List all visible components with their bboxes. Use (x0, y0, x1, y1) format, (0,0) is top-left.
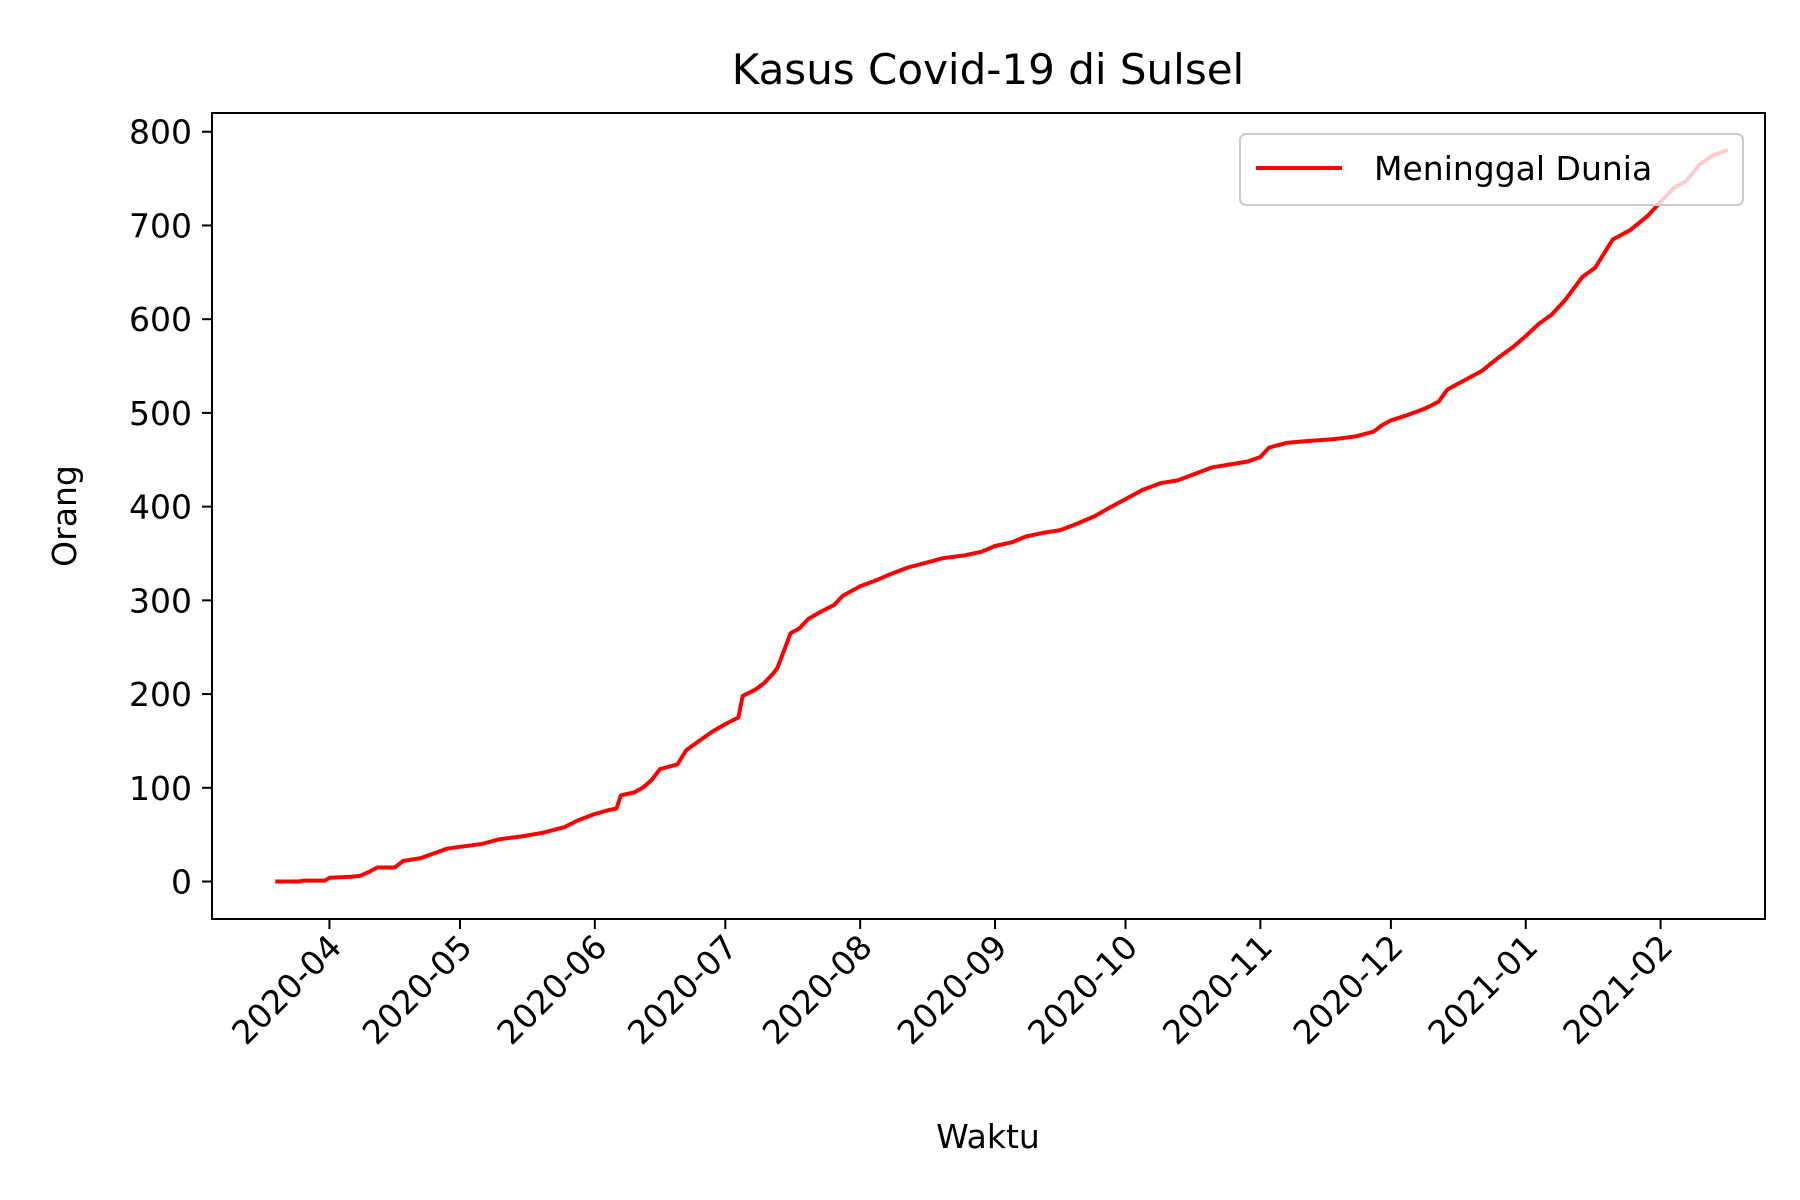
x-tick-label: 2020-09 (890, 927, 1015, 1052)
x-tick-label: 2020-06 (489, 927, 614, 1052)
legend-frame (1239, 133, 1744, 206)
series-line-meninggal-dunia (275, 147, 1729, 884)
x-tick-label: 2020-04 (224, 927, 349, 1052)
y-tick-label: 400 (129, 488, 192, 527)
x-axis: 2020-04 2020-05 2020-06 2020-07 2020-08 2020-… (224, 919, 1680, 1052)
y-tick-label: 300 (129, 581, 192, 620)
x-tick-label: 2020-08 (755, 927, 880, 1052)
y-tick-label: 700 (129, 206, 192, 245)
y-tick-label: 500 (129, 394, 192, 433)
series-layer (275, 147, 1729, 884)
x-tick-label: 2021-01 (1420, 927, 1545, 1052)
y-tick-label: 800 (129, 113, 192, 152)
x-tick-label: 2021-02 (1555, 927, 1680, 1052)
chart-title: Kasus Covid-19 di Sulsel (732, 45, 1244, 94)
x-tick-label: 2020-12 (1285, 927, 1410, 1052)
x-axis-label: Waktu (936, 1117, 1040, 1156)
y-axis-label: Orang (45, 465, 84, 567)
x-tick-label: 2020-05 (355, 927, 480, 1052)
x-tick-label: 2020-10 (1020, 927, 1145, 1052)
y-tick-label: 200 (129, 675, 192, 714)
y-tick-label: 100 (129, 769, 192, 808)
y-axis: 0 100 200 300 400 500 600 700 800 (129, 113, 212, 902)
legend: Meninggal Dunia (1239, 133, 1744, 206)
y-tick-label: 0 (171, 863, 192, 902)
legend-label: Meninggal Dunia (1374, 149, 1652, 188)
plot-frame (211, 112, 1766, 920)
y-tick-label: 600 (129, 300, 192, 339)
x-tick-label: 2020-11 (1155, 927, 1280, 1052)
x-tick-label: 2020-07 (620, 927, 745, 1052)
plot-area (211, 112, 1766, 920)
